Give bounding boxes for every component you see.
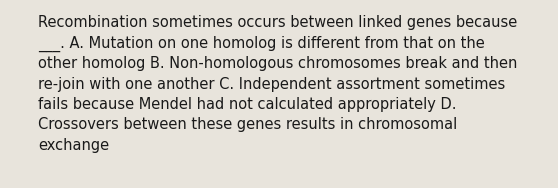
Text: ___. A. Mutation on one homolog is different from that on the: ___. A. Mutation on one homolog is diffe… bbox=[38, 36, 485, 52]
Text: other homolog B. Non-homologous chromosomes break and then: other homolog B. Non-homologous chromoso… bbox=[38, 56, 517, 71]
Text: exchange: exchange bbox=[38, 138, 109, 153]
Text: fails because Mendel had not calculated appropriately D.: fails because Mendel had not calculated … bbox=[38, 97, 456, 112]
Text: Crossovers between these genes results in chromosomal: Crossovers between these genes results i… bbox=[38, 118, 457, 133]
Text: re-join with one another C. Independent assortment sometimes: re-join with one another C. Independent … bbox=[38, 77, 505, 92]
Text: Recombination sometimes occurs between linked genes because: Recombination sometimes occurs between l… bbox=[38, 15, 517, 30]
